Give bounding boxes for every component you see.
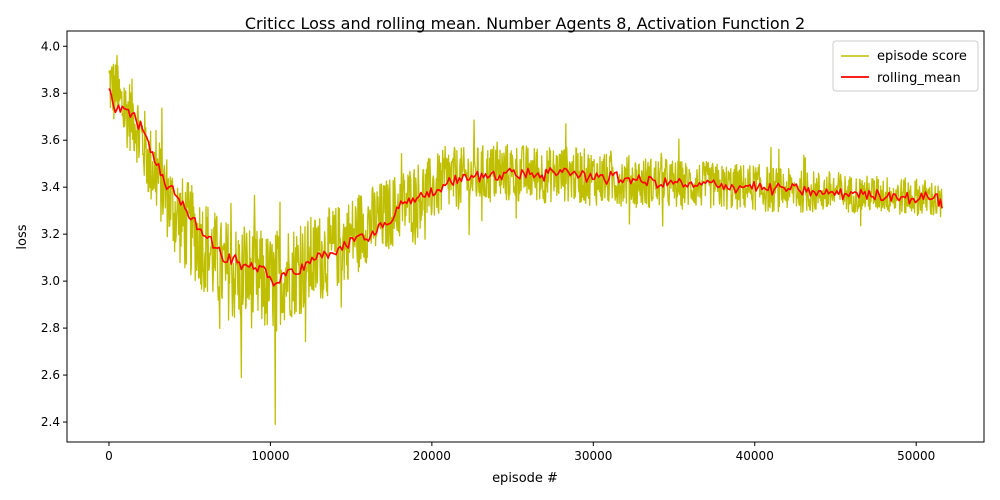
- x-tick-label: 10000: [251, 449, 289, 463]
- series-line-rolling-mean: [108, 88, 943, 287]
- y-axis-label: loss: [15, 224, 30, 249]
- x-tick-label: 50000: [897, 449, 935, 463]
- y-tick-label: 4.0: [41, 39, 60, 53]
- x-tick-label: 0: [105, 449, 113, 463]
- plot-frame: [66, 30, 985, 443]
- y-tick-label: 2.6: [41, 368, 60, 382]
- series-line-episode-score: [108, 55, 943, 426]
- y-axis: 2.4 2.6 2.8 3.0 3.2 3.4 3.6 3.8 4.0: [41, 39, 67, 429]
- y-tick-label: 3.4: [41, 180, 60, 194]
- y-tick-label: 3.2: [41, 227, 60, 241]
- series-layer: [108, 55, 943, 426]
- x-axis-label: episode #: [492, 471, 558, 486]
- chart-title: Criticc Loss and rolling mean. Number Ag…: [245, 14, 805, 33]
- y-tick-label: 3.6: [41, 133, 60, 147]
- x-axis: 0 10000 20000 30000 40000 50000: [105, 442, 935, 463]
- legend-label-episode-score: episode score: [877, 49, 967, 64]
- x-tick-label: 30000: [574, 449, 612, 463]
- x-tick-label: 20000: [413, 449, 451, 463]
- y-tick-label: 3.8: [41, 86, 60, 100]
- y-tick-label: 2.4: [41, 415, 60, 429]
- y-tick-label: 2.8: [41, 321, 60, 335]
- legend-label-rolling-mean: rolling_mean: [877, 71, 961, 86]
- legend-box: [832, 40, 979, 92]
- y-tick-label: 3.0: [41, 274, 60, 288]
- legend: episode score rolling_mean: [832, 40, 979, 92]
- x-tick-label: 40000: [736, 449, 774, 463]
